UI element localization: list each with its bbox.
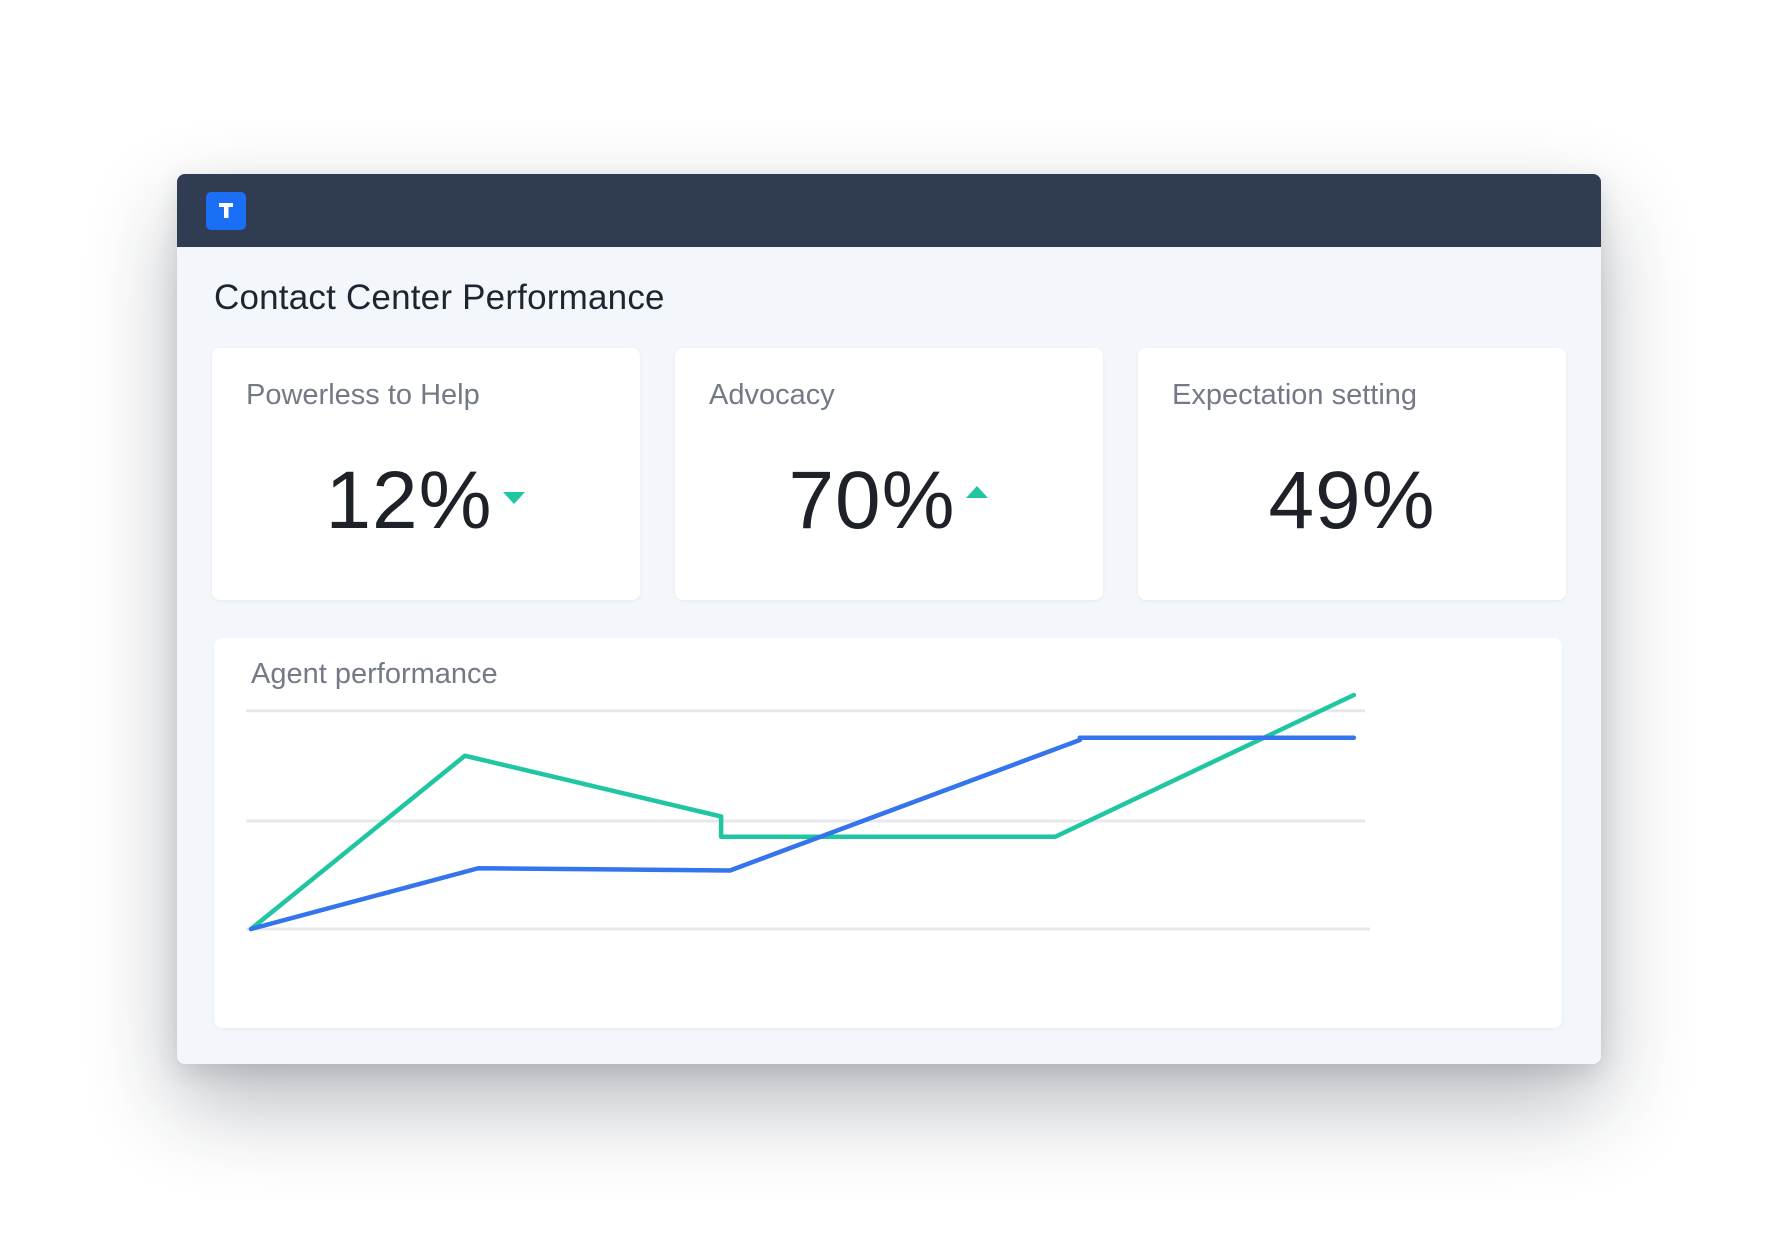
kpi-label: Expectation setting: [1172, 379, 1418, 411]
kpi-card-expectation-setting[interactable]: Expectation setting 49%: [1138, 348, 1566, 600]
kpi-value: 49%: [1268, 455, 1436, 546]
series-blue-line[interactable]: [248, 735, 1357, 932]
kpi-value: 70%: [788, 455, 956, 546]
kpi-label: Advocacy: [709, 379, 835, 411]
top-bar: [177, 174, 1601, 247]
line-chart: [246, 692, 1370, 932]
kpi-value: 12%: [325, 455, 493, 546]
app-logo-icon[interactable]: [206, 192, 246, 230]
kpi-label: Powerless to Help: [246, 379, 480, 411]
kpi-card-powerless-to-help[interactable]: Powerless to Help 12%: [212, 348, 640, 600]
chart-title: Agent performance: [251, 658, 498, 690]
agent-performance-chart-card[interactable]: Agent performance: [214, 638, 1562, 1028]
trend-up-icon: [964, 484, 990, 519]
dashboard-window: Contact Center Performance Powerless to …: [177, 174, 1601, 1064]
page-title: Contact Center Performance: [214, 278, 665, 317]
series-green-line[interactable]: [248, 692, 1357, 932]
kpi-card-advocacy[interactable]: Advocacy 70%: [675, 348, 1103, 600]
trend-down-icon: [501, 484, 527, 519]
